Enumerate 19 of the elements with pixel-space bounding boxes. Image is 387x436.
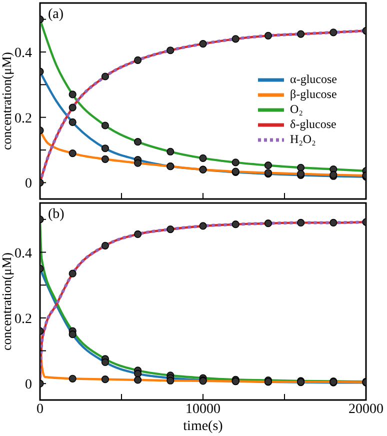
legend-label: β-glucose [290, 87, 337, 102]
x-axis-title: time(s) [183, 419, 224, 434]
y-tick-label: 0 [25, 176, 32, 192]
y-tick-label: 0.4 [14, 46, 32, 61]
legend-label: α-glucose [290, 72, 337, 87]
x-tick-label: 20000 [348, 402, 384, 417]
x-tick-label: 10000 [186, 402, 220, 417]
y-tick-label: 0 [25, 378, 32, 393]
chart-title: (a) [48, 7, 64, 23]
legend-label: δ-glucose [290, 117, 336, 132]
y-axis-title: concentration(μM) [0, 252, 14, 350]
legend-label: O₂ [290, 102, 303, 117]
y-tick-label: 0.2 [14, 312, 32, 327]
legend-label: H₂O₂ [290, 132, 316, 147]
y-axis-title: concentration(μM) [0, 52, 14, 150]
x-tick-label: 0 [36, 402, 44, 417]
chart-title: (b) [48, 207, 64, 223]
y-tick-label: 0.2 [14, 111, 32, 126]
y-tick-label: 0.4 [14, 246, 32, 262]
